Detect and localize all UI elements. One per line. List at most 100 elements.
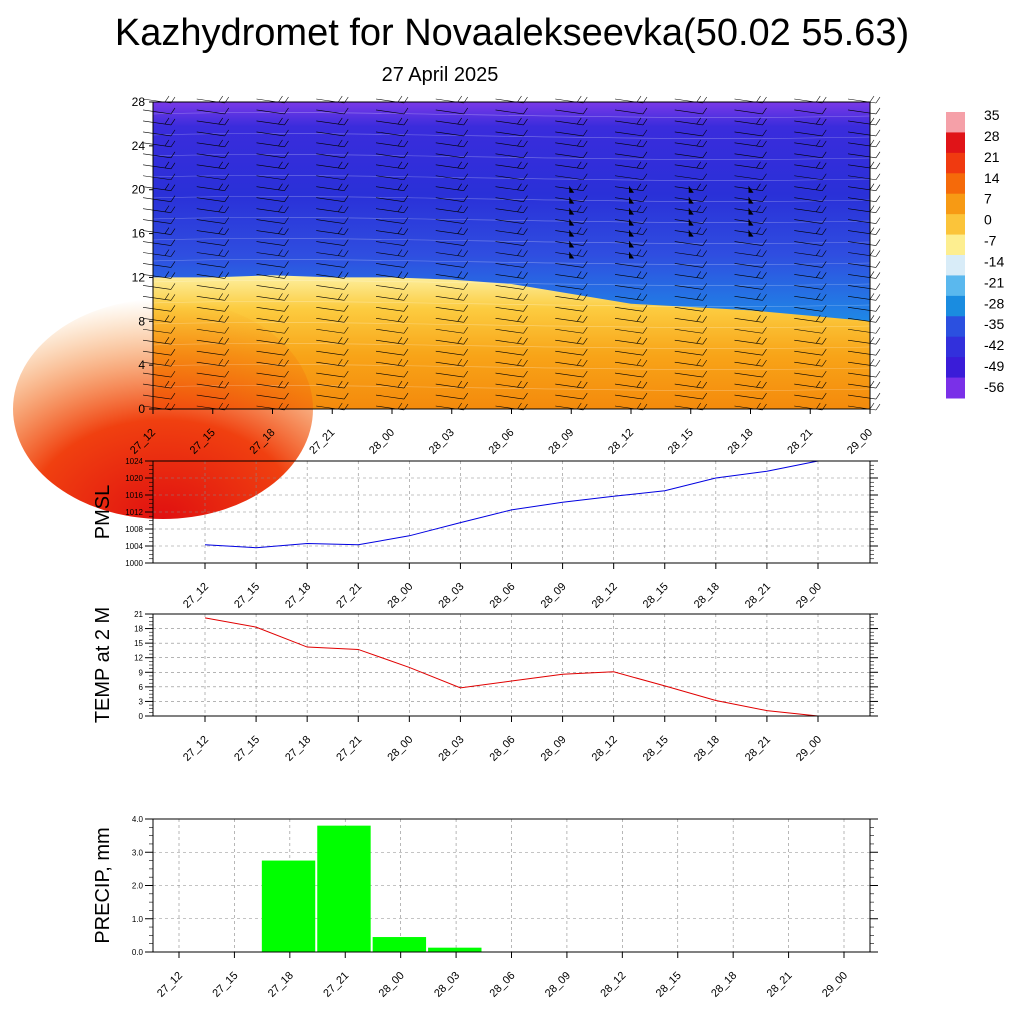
wind-barb: [674, 358, 707, 367]
colorbar-label: 14: [984, 170, 1000, 186]
wind-barb: [316, 271, 349, 279]
wind-barb: [142, 107, 176, 115]
wind-barb: [847, 183, 881, 192]
wind-barb: [847, 392, 881, 400]
wind-barb: [316, 315, 349, 323]
wind-barb: [495, 217, 528, 224]
wind-barb: [196, 151, 229, 159]
wind-pennant: [629, 207, 634, 215]
wind-barb: [196, 139, 229, 148]
wind-barb: [794, 183, 827, 192]
wind-barb: [495, 358, 528, 367]
y-tick-label: 1004: [125, 542, 143, 551]
wind-barb: [196, 271, 229, 279]
x-tick-label: 28_12: [598, 970, 628, 1000]
wind-barb: [847, 195, 881, 202]
wind-barb: [847, 293, 881, 301]
y-tick-label: 1000: [125, 559, 143, 568]
wind-barb: [316, 380, 349, 389]
wind-barb: [142, 327, 176, 334]
wind-barb: [196, 249, 229, 257]
wind-barb: [435, 217, 468, 224]
wind-barb: [435, 392, 468, 400]
colorbar-label: -28: [984, 295, 1004, 311]
y-tick-label: 4.0: [132, 815, 144, 824]
wind-barb: [847, 370, 881, 378]
wind-barb: [375, 205, 409, 213]
y-tick-label: 1012: [125, 508, 143, 517]
x-tick-label: 27_21: [334, 734, 364, 764]
wind-barb: [674, 349, 707, 356]
x-tick-label: 27_18: [283, 581, 313, 611]
wind-barb: [674, 305, 707, 312]
wind-barb: [734, 139, 767, 148]
colorbar-label: -7: [984, 233, 997, 249]
wind-pennant: [569, 185, 575, 193]
wind-barb: [256, 205, 289, 213]
wind-barb: [375, 151, 409, 159]
x-tick-label: 28_15: [654, 970, 684, 1000]
wind-barb: [847, 283, 881, 290]
contour-line: [152, 112, 871, 118]
wind-pennant: [569, 240, 575, 248]
wind-barb: [435, 151, 468, 159]
x-tick-label: 28_00: [377, 970, 407, 1000]
y-tick-label: 6: [139, 683, 144, 692]
wind-barb: [614, 271, 648, 279]
wind-barb: [734, 129, 767, 137]
wind-barb: [674, 370, 707, 378]
wind-barb: [196, 261, 229, 268]
wind-barb: [847, 402, 881, 411]
wind-barb: [674, 117, 707, 126]
wind-barb: [316, 227, 349, 235]
wind-barb: [495, 173, 528, 181]
wind-barb: [495, 380, 528, 389]
y-tick-label: 12: [134, 654, 143, 663]
wind-barb: [734, 107, 767, 115]
wind-barb: [847, 217, 881, 224]
page-subtitle: 27 April 2025: [381, 64, 499, 86]
x-tick-label: 28_18: [692, 581, 722, 611]
x-tick-label: 28_00: [385, 734, 415, 764]
wind-barb: [375, 315, 409, 323]
wind-barb: [435, 293, 468, 301]
x-tick-label: 28_15: [641, 734, 671, 764]
wind-barb: [142, 173, 176, 181]
wind-barb: [495, 349, 528, 356]
wind-barb: [734, 271, 767, 279]
wind-barb: [674, 161, 707, 170]
wind-barb: [375, 183, 409, 192]
wind-barb: [674, 327, 707, 334]
x-tick-label: 28_09: [543, 970, 573, 1000]
colorbar-label: -35: [984, 316, 1004, 332]
contour-line: [152, 259, 871, 265]
x-tick-label: 27_21: [307, 427, 337, 457]
wind-barb: [495, 392, 528, 400]
y-tick-label: 8: [138, 314, 145, 328]
x-tick-label: 28_09: [539, 581, 569, 611]
y-tick-label: 4: [138, 358, 145, 372]
y-axis-title: PMSL: [92, 485, 114, 539]
wind-pennant: [748, 196, 754, 204]
wind-barb: [847, 271, 881, 279]
wind-barb: [847, 129, 881, 137]
wind-barb: [555, 151, 588, 159]
wind-barb: [555, 173, 588, 181]
wind-barb: [316, 151, 349, 159]
wind-barb: [734, 358, 767, 367]
wind-barb: [734, 239, 767, 246]
wind-pennant: [629, 185, 634, 193]
wind-pennant: [629, 240, 634, 248]
wind-barb: [142, 315, 176, 323]
wind-barb: [196, 227, 229, 235]
page-title: Kazhydromet for Novaalekseevka(50.02 55.…: [114, 12, 910, 54]
wind-barb: [435, 129, 468, 137]
wind-barb: [256, 139, 289, 148]
wind-barb: [674, 380, 707, 389]
wind-barb: [435, 380, 468, 389]
wind-barb: [495, 327, 528, 334]
wind-barb: [196, 129, 229, 137]
wind-barb: [142, 139, 176, 148]
contour-line: [152, 154, 871, 160]
colorbar-swatch: [946, 275, 965, 297]
